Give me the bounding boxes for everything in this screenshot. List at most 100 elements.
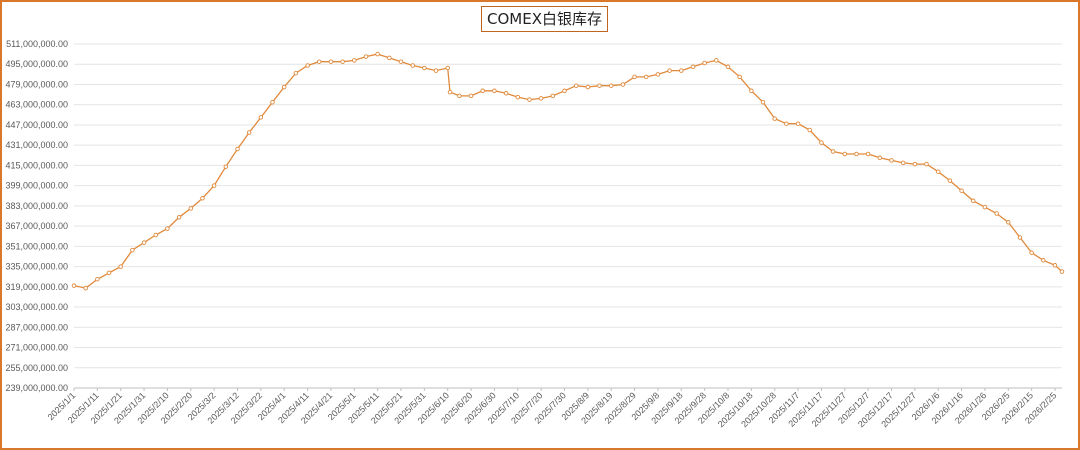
data-point [795,121,801,126]
data-point [772,116,777,121]
data-point [1041,258,1046,263]
data-point [410,63,415,68]
data-point [433,68,439,73]
data-point [71,283,77,288]
data-point [970,198,976,204]
data-point [340,59,345,64]
data-point [994,211,999,216]
data-point [223,164,229,169]
data-point [375,51,380,57]
data-point [912,161,918,167]
series-layer [71,51,1065,291]
data-point [830,149,836,154]
data-point [702,60,707,66]
data-point [130,247,135,253]
data-point [398,59,404,64]
data-point [889,158,894,163]
data-point [1059,269,1065,274]
y-tick-label: 415,000,000.00 [5,160,68,170]
data-point [760,99,766,105]
data-point [807,127,812,133]
y-tick-label: 367,000,000.00 [5,221,68,231]
data-point [562,88,567,94]
y-tick-label: 271,000,000.00 [5,343,68,353]
data-point [165,226,170,231]
data-point [293,70,299,76]
data-point [982,204,988,210]
data-point [667,68,672,73]
data-point [714,58,719,63]
data-point [328,59,334,64]
y-tick-label: 463,000,000.00 [5,100,68,110]
y-tick-label: 479,000,000.00 [5,79,68,89]
data-point [527,97,532,102]
y-tick-label: 511,000,000.00 [6,39,68,49]
data-point [655,72,661,77]
data-point [305,63,310,68]
data-point [585,84,591,90]
data-point [211,183,217,188]
data-point [597,83,602,88]
y-tick-label: 351,000,000.00 [5,241,68,251]
data-point [865,151,871,157]
data-point [819,140,824,145]
data-point [935,169,941,174]
chart-title: COMEX白银库存 [481,6,608,32]
data-point [188,206,194,211]
y-tick-label: 383,000,000.00 [5,201,68,211]
data-point [387,55,392,61]
y-tick-label: 399,000,000.00 [5,181,68,191]
data-point [679,68,684,73]
data-point [1006,220,1011,225]
y-axis-ticks: 239,000,000.00 255,000,000.00 271,000,000.… [5,39,68,393]
data-point [176,215,182,220]
data-point [281,84,287,90]
data-point [900,160,906,166]
data-point [784,121,789,126]
y-tick-label: 255,000,000.00 [5,363,68,373]
y-tick-label: 447,000,000.00 [5,120,68,130]
data-point [1052,263,1058,268]
data-point [422,65,427,71]
data-point [877,155,883,161]
y-tick-label: 303,000,000.00 [5,302,68,312]
data-point [316,59,322,64]
y-tick-label: 319,000,000.00 [5,282,68,292]
data-point [608,83,614,88]
data-point [643,74,649,80]
data-point [468,93,474,99]
gridlines [74,43,1062,389]
data-point [492,88,497,94]
data-point [200,196,205,201]
data-point [503,91,509,96]
data-point [447,89,453,95]
data-point [83,285,88,291]
data-point [1029,250,1034,255]
data-point [246,130,252,135]
x-axis-ticks: 2025/1/12025/1/112025/1/212025/1/312025/… [46,390,1059,429]
data-point [620,82,626,87]
data-point [538,96,544,101]
data-point [959,188,964,193]
data-point [153,232,158,238]
y-tick-label: 431,000,000.00 [5,140,68,150]
y-tick-label: 335,000,000.00 [5,262,68,272]
data-point [270,99,275,105]
data-point [141,240,147,245]
data-point [480,88,485,94]
data-point [947,178,953,183]
data-point [632,74,637,80]
data-point [854,151,859,157]
series-line [73,53,1063,289]
data-point [842,151,848,157]
data-point [924,161,929,167]
data-point [235,146,240,152]
data-point [550,93,556,99]
data-point [95,276,100,282]
data-point [457,93,462,99]
y-tick-label: 495,000,000.00 [5,59,68,69]
axes [73,387,1062,391]
data-point [725,64,731,70]
